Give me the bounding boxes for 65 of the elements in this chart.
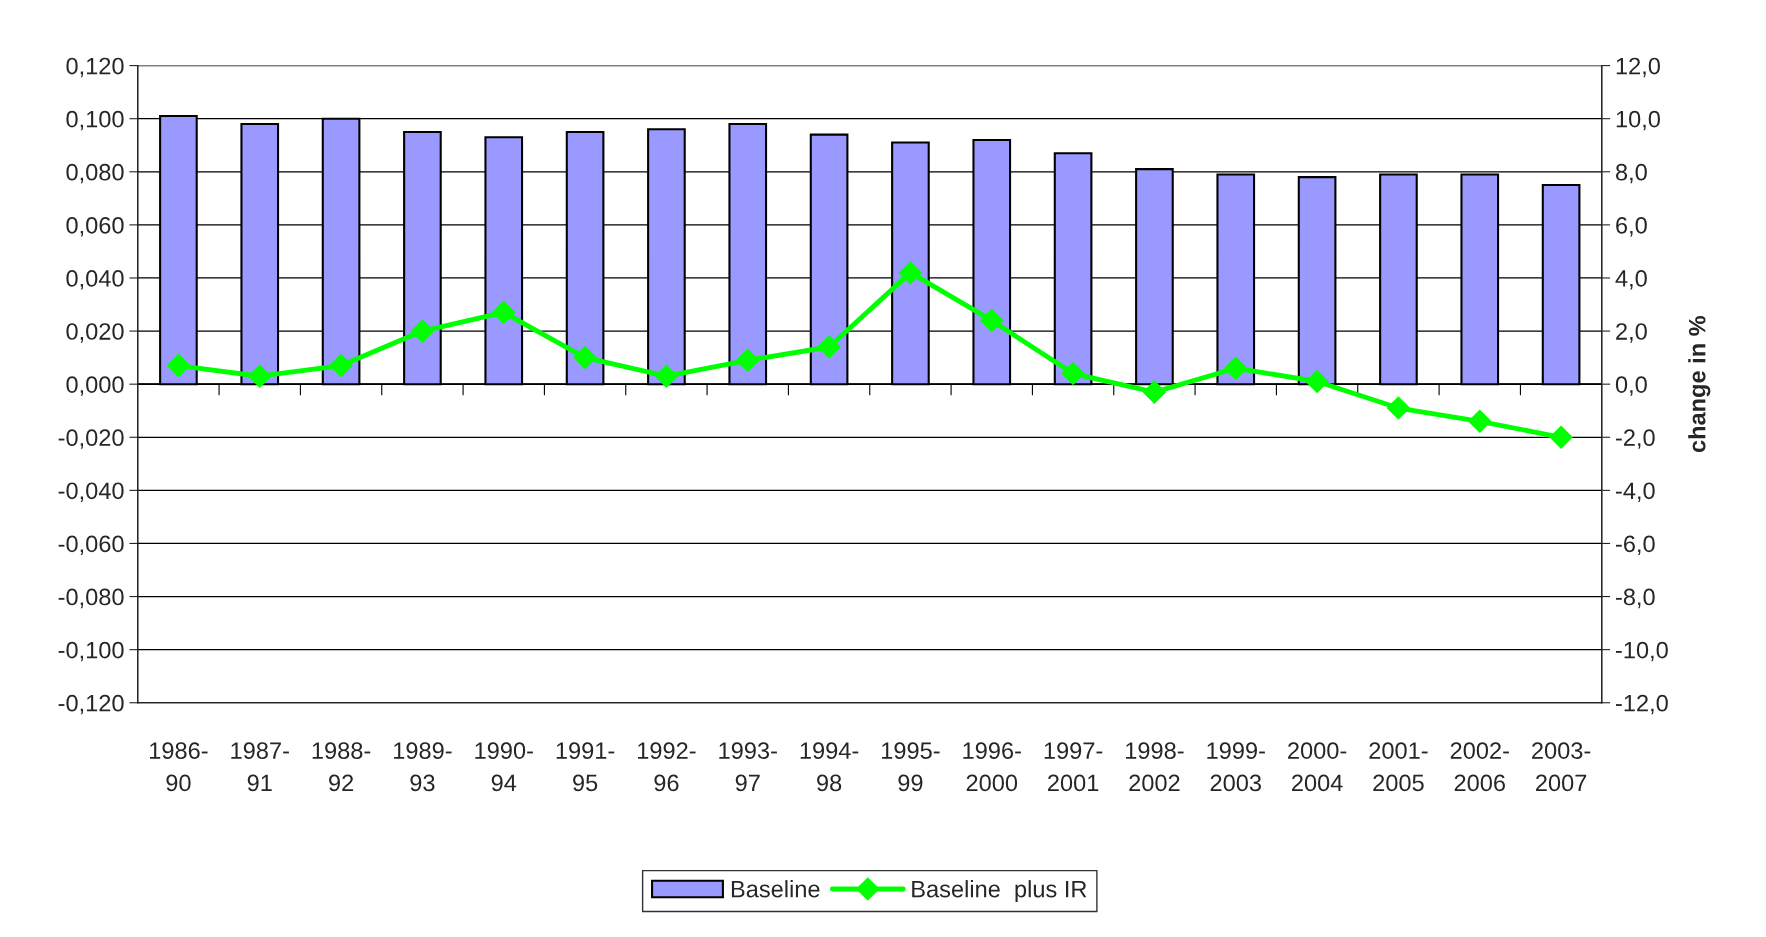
point bbox=[1468, 409, 1492, 433]
y-tick-label: 0,040 bbox=[66, 270, 124, 290]
point bbox=[248, 364, 272, 388]
x-tick-label: 2001- 2005 bbox=[1369, 742, 1428, 792]
x-tick-label: 2002- 2006 bbox=[1450, 742, 1509, 792]
x-tick-label: 1995- 99 bbox=[882, 742, 940, 792]
x-tick-label: 1992- 96 bbox=[638, 742, 696, 792]
legend-label: Baseline bbox=[731, 880, 820, 898]
y-tick-label: 0,000 bbox=[66, 376, 124, 396]
x-tick-label: 1996- 2000 bbox=[963, 742, 1021, 792]
y-tick-label: -0,120 bbox=[58, 694, 124, 715]
point bbox=[898, 261, 922, 285]
x-tick-label: 1986- 90 bbox=[150, 742, 208, 792]
point bbox=[329, 354, 353, 378]
y-tick-label: -0,080 bbox=[58, 588, 124, 609]
x-tick-label: 1991- 95 bbox=[556, 742, 615, 792]
x-tick-label: 2000- 2004 bbox=[1288, 742, 1347, 792]
y2-tick-label: -2,0 bbox=[1616, 429, 1655, 449]
y-tick-label: -0,100 bbox=[58, 641, 124, 662]
point bbox=[166, 354, 190, 378]
y2-axis-title: change in % bbox=[1688, 315, 1711, 453]
y2-tick-label: -10,0 bbox=[1616, 641, 1668, 662]
x-tick-label: 1987- 91 bbox=[231, 742, 289, 792]
legend-label: Baseline plus IR bbox=[912, 880, 1087, 903]
point bbox=[1549, 425, 1573, 449]
x-tick-label: 1998- 2002 bbox=[1126, 742, 1184, 792]
point bbox=[1061, 362, 1085, 386]
x-tick-label: 1988- 92 bbox=[312, 742, 371, 792]
x-tick-label: 1990- 94 bbox=[475, 742, 533, 792]
point bbox=[492, 300, 516, 324]
y2-tick-label: 12,0 bbox=[1616, 57, 1660, 78]
y2-tick-label: 4,0 bbox=[1615, 270, 1647, 290]
y2-tick-label: -8,0 bbox=[1616, 588, 1655, 609]
point bbox=[1224, 356, 1248, 380]
y-tick-label: 0,100 bbox=[66, 110, 124, 131]
point bbox=[980, 308, 1004, 332]
y2-tick-label: 10,0 bbox=[1616, 110, 1660, 131]
y2-tick-label: -4,0 bbox=[1616, 482, 1655, 502]
point bbox=[817, 335, 841, 359]
y2-tick-label: -12,0 bbox=[1616, 694, 1668, 715]
point bbox=[410, 319, 434, 343]
y2-tick-label: 8,0 bbox=[1615, 163, 1647, 184]
y2-tick-label: 0,0 bbox=[1615, 376, 1647, 396]
y2-tick-label: 2,0 bbox=[1616, 323, 1647, 343]
y-tick-label: -0,060 bbox=[58, 535, 124, 556]
y-tick-label: 0,060 bbox=[66, 216, 124, 237]
y-tick-label: -0,040 bbox=[58, 482, 124, 502]
y-tick-label: -0,020 bbox=[58, 429, 124, 449]
y-tick-label: 0,020 bbox=[66, 323, 124, 343]
y-tick-label: 0,080 bbox=[66, 163, 124, 184]
x-tick-label: 2003- 2007 bbox=[1532, 742, 1591, 792]
point bbox=[736, 348, 760, 372]
point bbox=[573, 346, 597, 370]
x-tick-label: 1994- 98 bbox=[800, 742, 859, 792]
y2-tick-label: -6,0 bbox=[1616, 535, 1655, 556]
x-tick-label: 1997- 2001 bbox=[1044, 742, 1103, 792]
x-tick-label: 1993- 97 bbox=[719, 742, 777, 792]
x-tick-label: 1999- 2003 bbox=[1207, 742, 1265, 792]
point bbox=[1386, 396, 1410, 420]
y-tick-label: 0,120 bbox=[66, 57, 124, 78]
y2-tick-label: 6,0 bbox=[1616, 216, 1647, 237]
point bbox=[654, 364, 678, 388]
x-tick-label: 1989- 93 bbox=[394, 742, 452, 792]
point bbox=[1142, 380, 1166, 404]
point bbox=[1305, 370, 1329, 394]
